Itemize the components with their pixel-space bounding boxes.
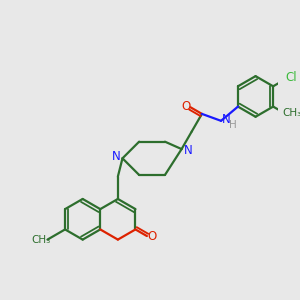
Text: N: N [222, 113, 231, 126]
Text: H: H [229, 120, 237, 130]
Text: Cl: Cl [285, 71, 297, 84]
Text: CH₃: CH₃ [282, 108, 300, 118]
Text: O: O [148, 230, 157, 242]
Text: N: N [112, 150, 120, 163]
Text: CH₃: CH₃ [32, 235, 51, 244]
Text: O: O [181, 100, 190, 113]
Text: N: N [184, 144, 192, 158]
